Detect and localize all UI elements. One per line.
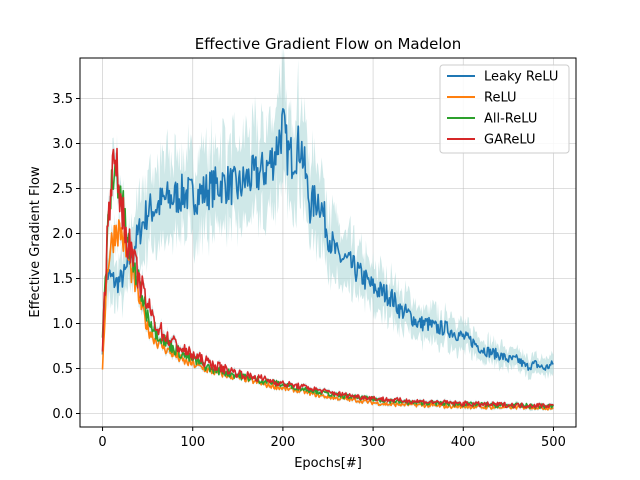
series-line-garelu (101, 147, 554, 409)
x-tick-label: 300 (361, 435, 386, 450)
plot-frame (79, 57, 577, 428)
x-axis-ticks: 0 100 200 300 400 500 (98, 427, 566, 450)
legend-label: GAReLU (484, 133, 536, 148)
x-tick-label: 0 (98, 435, 106, 450)
legend-box (439, 64, 570, 154)
y-tick-label: 1.0 (52, 317, 73, 332)
legend: Leaky ReLU ReLU All-ReLU GAReLU (439, 64, 570, 154)
series-lines (101, 108, 555, 411)
series-line-leaky-relu (101, 108, 554, 371)
y-tick-label: 0.5 (52, 362, 73, 377)
x-tick-label: 400 (451, 435, 476, 450)
y-tick-label: 0.0 (52, 407, 73, 422)
x-axis-label: Epochs[#] (294, 456, 362, 471)
y-tick-label: 1.5 (52, 272, 73, 287)
legend-label: ReLU (484, 91, 517, 106)
y-tick-label: 2.5 (52, 182, 73, 197)
y-axis-label: Effective Gradient Flow (28, 166, 43, 318)
y-tick-label: 2.0 (52, 227, 73, 242)
x-tick-label: 500 (541, 435, 566, 450)
x-tick-label: 200 (270, 435, 295, 450)
uncertainty-bands (102, 46, 554, 412)
y-axis-ticks: 0.0 0.5 1.0 1.5 2.0 2.5 3.0 3.5 (52, 92, 80, 422)
x-tick-label: 100 (180, 435, 205, 450)
legend-label: Leaky ReLU (484, 70, 558, 85)
y-tick-label: 3.5 (52, 92, 73, 107)
band-leaky-relu (102, 46, 554, 381)
chart-title: Effective Gradient Flow on Madelon (195, 35, 461, 53)
y-tick-label: 3.0 (52, 137, 73, 152)
legend-label: All-ReLU (484, 112, 537, 127)
